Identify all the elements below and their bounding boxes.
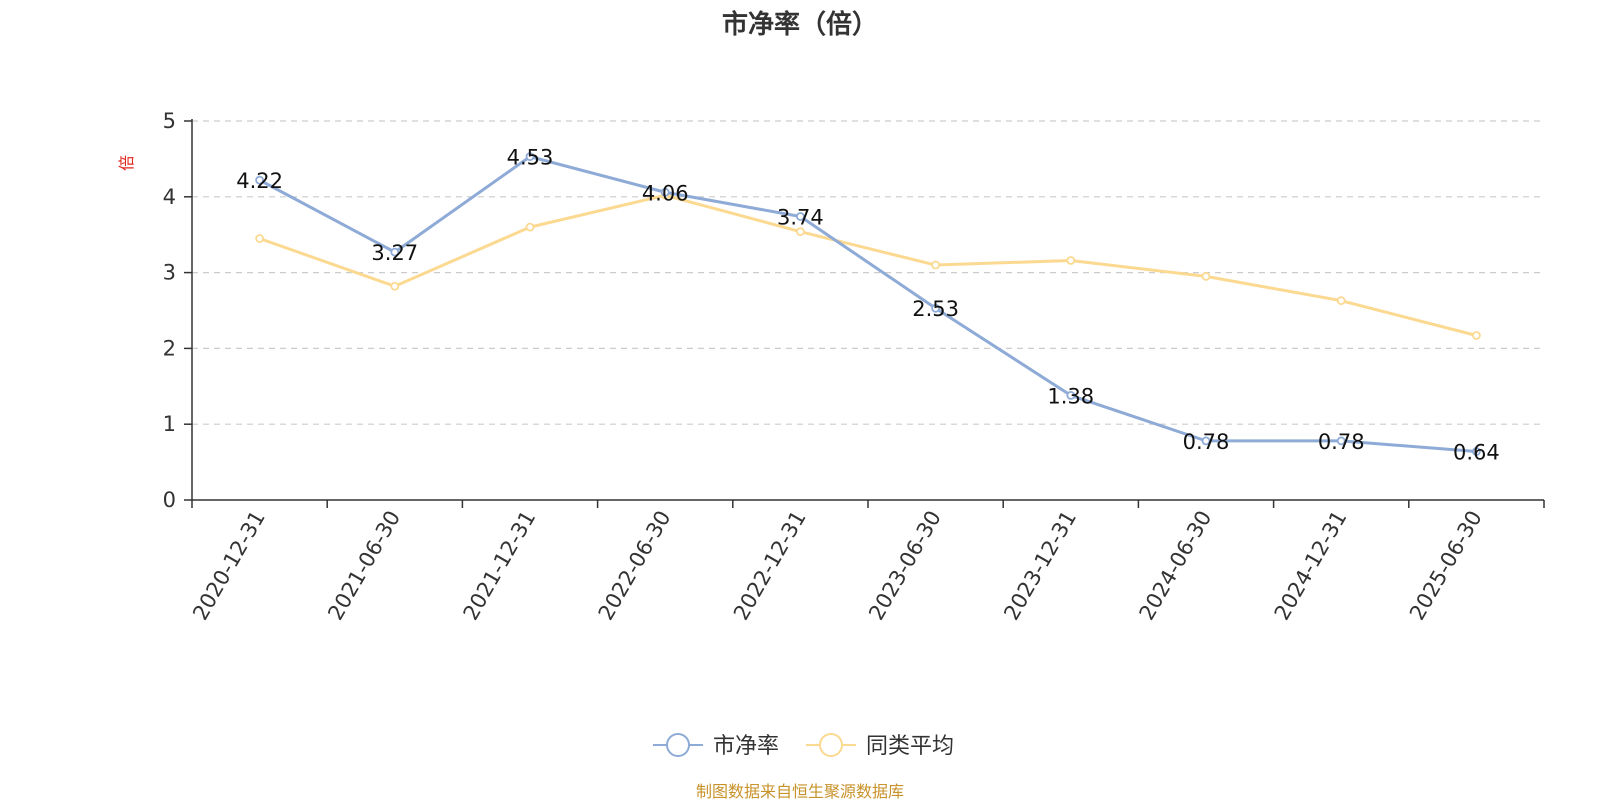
series-point-0 bbox=[1201, 436, 1211, 446]
data-label: 4.06 bbox=[642, 181, 689, 205]
y-tick-label: 4 bbox=[163, 185, 176, 209]
series-point-0 bbox=[1336, 436, 1346, 446]
data-labels: 4.22 3.27 4.53 4.06 3.74 2.53 1.38 0.78 0.78 0.64 bbox=[236, 146, 1500, 465]
series-point-1 bbox=[390, 281, 400, 291]
series-point-1 bbox=[796, 227, 805, 237]
legend-label: 市净率 bbox=[713, 734, 779, 759]
legend-label: 同类平均 bbox=[866, 734, 954, 759]
data-label: 3.74 bbox=[777, 206, 824, 230]
series-point-1 bbox=[1472, 331, 1481, 340]
x-tick-label: 2024-06-30 bbox=[1135, 507, 1217, 625]
x-tick-label: 2021-06-30 bbox=[323, 507, 405, 625]
legend-marker bbox=[819, 733, 843, 757]
grid-lines bbox=[192, 120, 1544, 425]
legend-marker bbox=[666, 733, 690, 757]
series-point-0 bbox=[1472, 447, 1481, 456]
series-point-0 bbox=[525, 152, 535, 162]
data-label: 3.27 bbox=[371, 241, 418, 265]
series-point-1 bbox=[1066, 256, 1076, 265]
y-tick-label: 2 bbox=[163, 336, 176, 360]
data-label: 2.53 bbox=[912, 297, 959, 321]
series-point-1 bbox=[255, 234, 265, 243]
y-tick-label: 0 bbox=[163, 488, 176, 512]
series-point-0 bbox=[1066, 390, 1076, 400]
series-line-1 bbox=[259, 193, 1477, 337]
series-point-1 bbox=[525, 222, 535, 232]
y-tick-label: 3 bbox=[163, 261, 176, 285]
data-source-note: 制图数据来自恒生聚源数据库 bbox=[695, 782, 904, 801]
series-point-0 bbox=[390, 247, 400, 257]
x-tick-label: 2024-12-31 bbox=[1270, 507, 1352, 625]
x-tick-label: 2025-06-30 bbox=[1405, 507, 1487, 625]
y-tick-label: 5 bbox=[163, 109, 176, 133]
series-point-1 bbox=[1336, 296, 1346, 306]
x-tick-label: 2020-12-31 bbox=[188, 507, 270, 625]
data-label: 0.64 bbox=[1453, 440, 1500, 464]
series-point-0 bbox=[660, 187, 670, 197]
series-point-1 bbox=[1201, 271, 1211, 281]
data-label: 0.78 bbox=[1183, 430, 1230, 454]
series-line-0 bbox=[258, 155, 1477, 453]
data-label: 4.22 bbox=[236, 169, 283, 193]
y-axis-unit-label: 倍 bbox=[117, 155, 136, 171]
data-label: 4.53 bbox=[507, 146, 554, 170]
legend: 市净率 同类平均 bbox=[653, 733, 954, 759]
series-point-1 bbox=[931, 260, 940, 270]
data-label: 0.78 bbox=[1318, 430, 1365, 454]
x-tick-label: 2021-12-31 bbox=[459, 507, 541, 625]
x-tick-label: 2022-12-31 bbox=[729, 507, 811, 625]
series-point-0 bbox=[931, 303, 940, 313]
data-label: 1.38 bbox=[1047, 384, 1094, 408]
y-tick-label: 1 bbox=[163, 412, 176, 436]
axes: 0 1 2 3 4 5 2020-12-31 2021-06-30 2021-12-31 2022… bbox=[163, 109, 1545, 625]
x-tick-label: 2022-06-30 bbox=[594, 507, 676, 625]
series-point-0 bbox=[255, 175, 265, 185]
chart-title: 市净率（倍） bbox=[721, 10, 878, 40]
x-tick-label: 2023-06-30 bbox=[864, 507, 946, 625]
series-point-0 bbox=[796, 212, 805, 221]
series-layer bbox=[255, 152, 1481, 456]
x-tick-label: 2023-12-31 bbox=[999, 507, 1081, 625]
